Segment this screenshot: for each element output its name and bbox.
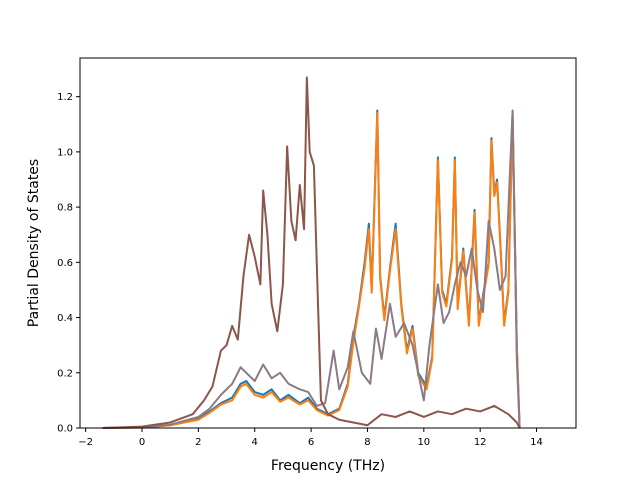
x-axis: −2 0 2 4 6 8 10 12 14 bbox=[78, 428, 543, 448]
series-layer bbox=[102, 76, 521, 429]
x-tick-label: −2 bbox=[78, 437, 93, 448]
x-tick-label: 6 bbox=[308, 437, 314, 448]
y-tick-label: 0.6 bbox=[57, 258, 73, 269]
y-tick-label: 0.0 bbox=[57, 424, 73, 435]
x-tick-label: 12 bbox=[474, 437, 487, 448]
y-tick-label: 1.0 bbox=[57, 147, 73, 158]
x-tick-label: 0 bbox=[139, 437, 145, 448]
x-tick-label: 10 bbox=[417, 437, 430, 448]
y-tick-label: 1.2 bbox=[57, 92, 73, 103]
y-axis-label: Partial Density of States bbox=[26, 159, 42, 327]
x-tick-label: 14 bbox=[530, 437, 543, 448]
y-axis: 0.0 0.2 0.4 0.6 0.8 1.0 1.2 bbox=[57, 92, 80, 435]
y-tick-label: 0.4 bbox=[57, 313, 73, 324]
plot-frame bbox=[79, 57, 577, 429]
x-tick-label: 4 bbox=[252, 437, 258, 448]
series-line-3 bbox=[102, 109, 521, 429]
x-axis-label: Frequency (THz) bbox=[271, 458, 385, 474]
x-tick-label: 2 bbox=[195, 437, 201, 448]
x-tick-label: 8 bbox=[364, 437, 370, 448]
y-tick-label: 0.2 bbox=[57, 368, 73, 379]
y-tick-label: 0.8 bbox=[57, 203, 73, 214]
series-line-4 bbox=[102, 76, 521, 429]
series-line-2 bbox=[102, 112, 521, 429]
